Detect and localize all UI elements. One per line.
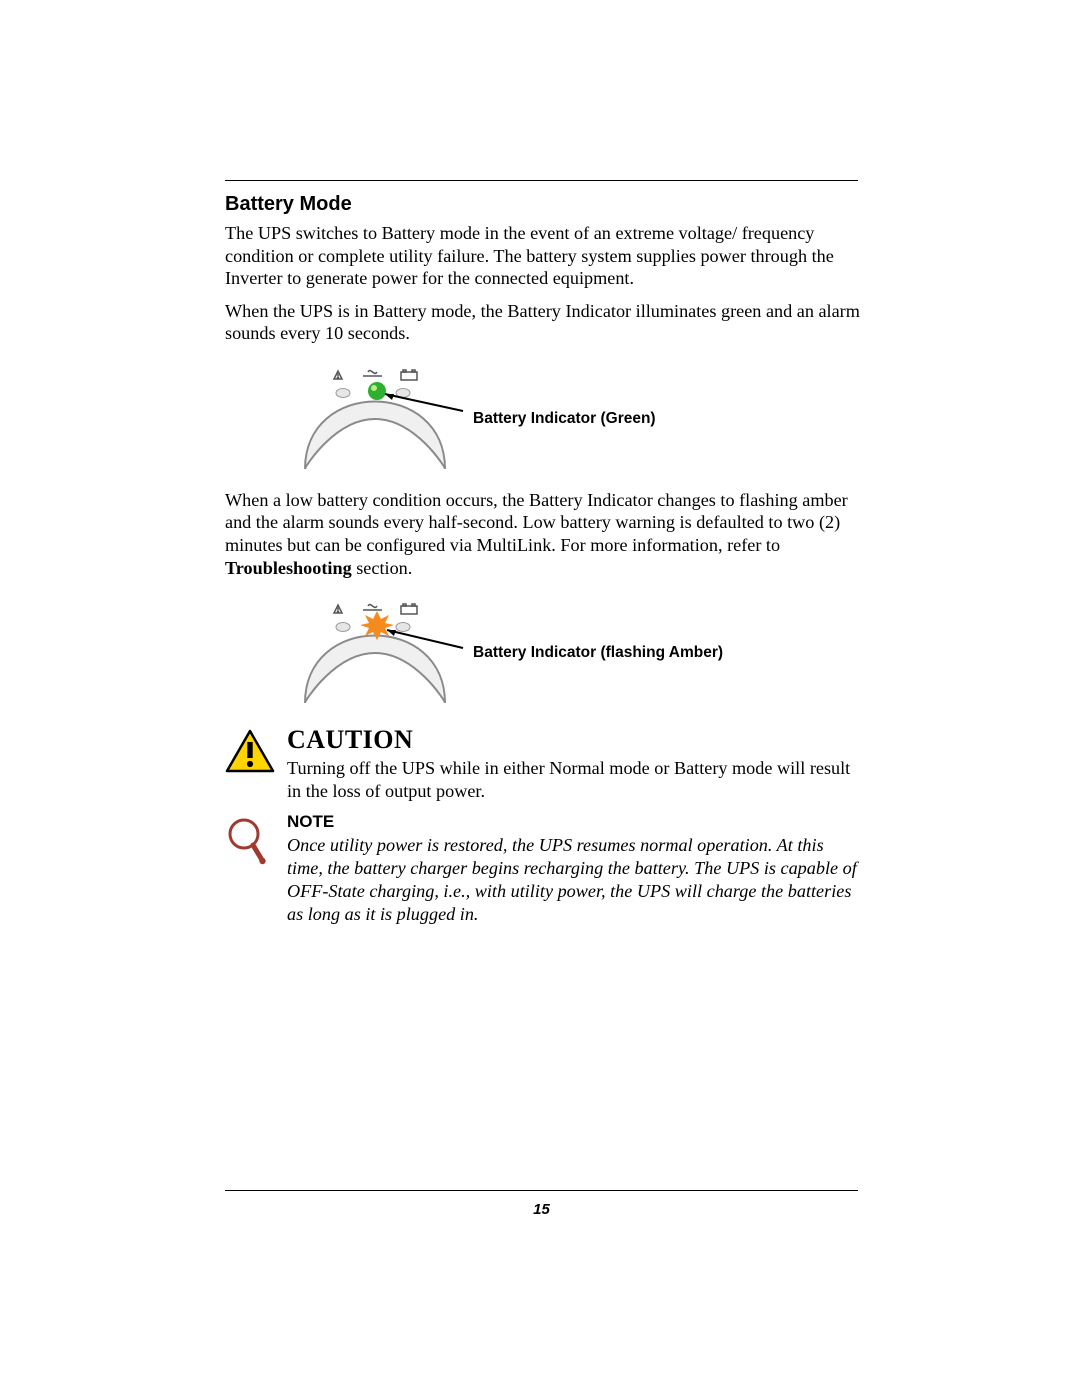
paragraph-1: The UPS switches to Battery mode in the …: [225, 222, 861, 290]
caution-icon-col: [225, 725, 287, 773]
page-number: 15: [225, 1201, 858, 1218]
caution-title: CAUTION: [287, 725, 861, 755]
paragraph-2: When the UPS is in Battery mode, the Bat…: [225, 300, 861, 345]
battery-small-icon: [401, 606, 417, 614]
paragraph-3: When a low battery condition occurs, the…: [225, 489, 861, 579]
indicator-green: [368, 382, 386, 400]
battery-small-icon: [401, 372, 417, 380]
caution-triangle-icon: [225, 729, 275, 773]
para3-bold: Troubleshooting: [225, 558, 352, 578]
top-icons: [334, 604, 417, 614]
sine-icon: [368, 605, 377, 608]
page: Battery Mode The UPS switches to Battery…: [0, 0, 1080, 1397]
ups-arch-green-svg: [285, 359, 465, 479]
para3-post: section.: [352, 558, 413, 578]
footer: 15: [225, 1190, 858, 1218]
arch-body: [305, 401, 445, 469]
figure-battery-green: Battery Indicator (Green): [285, 359, 861, 479]
note-text: Once utility power is restored, the UPS …: [287, 834, 861, 926]
caution-text: Turning off the UPS while in either Norm…: [287, 757, 861, 802]
figure1-caption: Battery Indicator (Green): [473, 410, 656, 428]
bottom-rule: [225, 1190, 858, 1191]
top-icons: [334, 370, 417, 380]
top-rule: [225, 180, 858, 181]
content-column: Battery Mode The UPS switches to Battery…: [225, 180, 861, 926]
figure-battery-amber: Battery Indicator (flashing Amber): [285, 593, 861, 713]
ups-arch-amber-svg: [285, 593, 465, 713]
caution-text-col: CAUTION Turning off the UPS while in eit…: [287, 725, 861, 802]
note-text-col: NOTE Once utility power is restored, the…: [287, 812, 861, 926]
sine-icon: [368, 370, 377, 373]
arch-body: [305, 636, 445, 704]
figure2-caption: Battery Indicator (flashing Amber): [473, 644, 723, 662]
indicator-left: [336, 388, 350, 397]
magnifying-glass-icon: [225, 816, 269, 872]
indicator-left: [336, 623, 350, 632]
section-heading: Battery Mode: [225, 193, 861, 216]
para3-pre: When a low battery condition occurs, the…: [225, 490, 848, 555]
caution-block: CAUTION Turning off the UPS while in eit…: [225, 725, 861, 802]
callout-arrowhead: [385, 394, 394, 400]
indicator-right: [396, 623, 410, 632]
note-icon-col: [225, 812, 287, 872]
note-block: NOTE Once utility power is restored, the…: [225, 812, 861, 926]
note-title: NOTE: [287, 812, 861, 832]
